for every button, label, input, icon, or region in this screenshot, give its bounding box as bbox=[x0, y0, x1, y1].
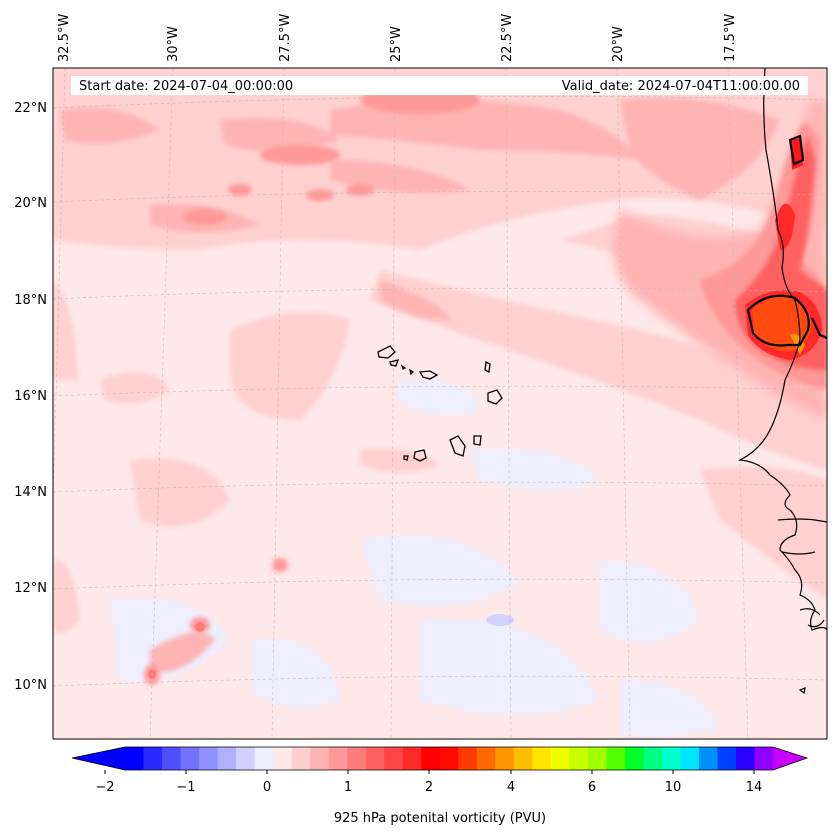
colorbar-outline bbox=[71, 746, 809, 771]
header-box bbox=[71, 76, 808, 95]
lon-label: 22.5°W bbox=[500, 14, 515, 62]
negative-pv-spot bbox=[486, 614, 514, 626]
medium-pv-streaks bbox=[60, 97, 780, 672]
colorbar-over-arrow bbox=[773, 747, 807, 770]
colorbar-cell bbox=[328, 747, 348, 770]
colorbar-tick-label: 4 bbox=[507, 780, 515, 795]
latitude-labels: 22°N 20°N 18°N 16°N 14°N 12°N 10°N bbox=[14, 101, 47, 693]
colorbar-cell bbox=[291, 747, 311, 770]
colorbar-cell bbox=[199, 747, 218, 770]
colorbar-cell bbox=[754, 747, 774, 770]
pv-spot-core bbox=[195, 622, 205, 632]
lat-label: 10°N bbox=[14, 678, 47, 693]
african-coastline bbox=[737, 68, 827, 695]
map-frame bbox=[52, 67, 828, 740]
colorbar-cell bbox=[310, 747, 330, 770]
lon-label: 30°W bbox=[166, 26, 181, 62]
lon-label: 25°W bbox=[389, 26, 404, 62]
colorbar-under-arrow bbox=[72, 747, 125, 770]
colorbar-cell bbox=[643, 747, 663, 770]
pv-contour bbox=[746, 134, 827, 347]
colorbar-label: 925 hPa potenital vorticity (PVU) bbox=[334, 811, 546, 826]
colorbar-cell bbox=[384, 747, 404, 770]
colorbar-ticks: −2 −1 0 1 2 4 6 10 14 bbox=[95, 770, 762, 795]
colorbar: −2 −1 0 1 2 4 6 10 14 925 hPa potenital … bbox=[71, 746, 809, 826]
colorbar-cell bbox=[347, 747, 367, 770]
colorbar-cell bbox=[698, 747, 718, 770]
colorbar-cell bbox=[439, 747, 459, 770]
lat-label: 18°N bbox=[14, 293, 47, 308]
colorbar-cell bbox=[624, 747, 644, 770]
colorbar-cell bbox=[180, 747, 200, 770]
colorbar-cell bbox=[587, 747, 607, 770]
colorbar-cell bbox=[661, 747, 681, 770]
vorticity-field bbox=[53, 68, 827, 739]
colorbar-cell bbox=[606, 747, 626, 770]
lat-label: 22°N bbox=[14, 101, 47, 116]
colorbar-cell bbox=[421, 747, 441, 770]
lon-label: 32.5°W bbox=[57, 14, 72, 62]
colorbar-tick-label: 14 bbox=[746, 780, 763, 795]
colorbar-cells bbox=[125, 747, 774, 770]
colorbar-cell bbox=[532, 747, 552, 770]
colorbar-tick-label: −2 bbox=[95, 780, 114, 795]
cape-verde-islands bbox=[377, 345, 503, 462]
lon-label: 17.5°W bbox=[723, 14, 738, 62]
colorbar-cell bbox=[273, 747, 293, 770]
colorbar-cell bbox=[125, 747, 144, 770]
colorbar-cell bbox=[680, 747, 700, 770]
colorbar-cell bbox=[254, 747, 274, 770]
valid-date-label: Valid_date: 2024-07-04T11:00:00.00 bbox=[562, 79, 800, 94]
colorbar-cell bbox=[735, 747, 755, 770]
colorbar-cell bbox=[476, 747, 496, 770]
colorbar-tick-label: −1 bbox=[176, 780, 195, 795]
lat-label: 20°N bbox=[14, 196, 47, 211]
colorbar-tick-label: 6 bbox=[588, 780, 596, 795]
lat-label: 16°N bbox=[14, 389, 47, 404]
coastal-high-pv bbox=[613, 100, 827, 420]
colorbar-cell bbox=[402, 747, 422, 770]
gridlines bbox=[53, 68, 827, 739]
colorbar-cell bbox=[217, 747, 237, 770]
colorbar-tick-label: 1 bbox=[344, 780, 352, 795]
colorbar-tick-label: 0 bbox=[263, 780, 271, 795]
colorbar-cell bbox=[458, 747, 478, 770]
colorbar-cell bbox=[162, 747, 181, 770]
lat-label: 12°N bbox=[14, 581, 47, 596]
lon-label: 27.5°W bbox=[278, 14, 293, 62]
colorbar-cell bbox=[236, 747, 255, 770]
start-date-label: Start date: 2024-07-04_00:00:00 bbox=[79, 79, 293, 94]
colorbar-cell bbox=[717, 747, 737, 770]
colorbar-cell bbox=[143, 747, 163, 770]
colorbar-tick-label: 2 bbox=[425, 780, 433, 795]
lat-label: 14°N bbox=[14, 485, 47, 500]
colorbar-tick-label: 10 bbox=[665, 780, 682, 795]
lon-label: 20°W bbox=[611, 26, 626, 62]
longitude-labels: 32.5°W 30°W 27.5°W 25°W 22.5°W 20°W 17.5… bbox=[57, 14, 738, 62]
colorbar-cell bbox=[495, 747, 515, 770]
colorbar-cell bbox=[513, 747, 533, 770]
colorbar-cell bbox=[365, 747, 385, 770]
colorbar-cell bbox=[569, 747, 589, 770]
colorbar-cell bbox=[550, 747, 570, 770]
